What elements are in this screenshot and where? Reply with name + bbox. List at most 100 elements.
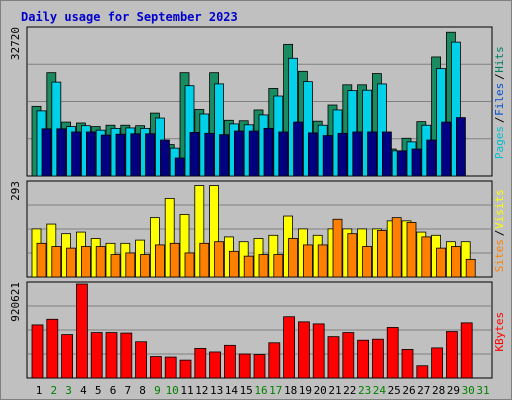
ymax-label-top: 32720 [9, 27, 22, 60]
x-tick-label-4: 4 [80, 384, 87, 397]
x-tick-label-9: 9 [154, 384, 161, 397]
x-tick-label-7: 7 [124, 384, 131, 397]
bar-pages-day-19 [307, 132, 318, 177]
bar-pages-day-22 [352, 131, 363, 177]
bar-kbytes-day-20 [312, 323, 325, 379]
x-tick-label-23: 23 [358, 384, 371, 397]
x-tick-label-6: 6 [110, 384, 117, 397]
bar-sites-day-18 [288, 238, 299, 278]
bar-kbytes-day-18 [283, 316, 296, 379]
x-tick-label-30: 30 [462, 384, 475, 397]
bar-sites-day-29 [450, 246, 461, 278]
bar-kbytes-day-3 [61, 334, 73, 379]
bar-kbytes-day-2 [46, 318, 59, 379]
bar-pages-day-5 [100, 134, 111, 177]
legend-kbytes: KBytes [493, 312, 506, 352]
legend-sites: Sites [493, 239, 506, 272]
bar-kbytes-day-5 [90, 332, 103, 379]
bar-sites-day-2 [51, 246, 62, 278]
x-tick-label-26: 26 [402, 384, 415, 397]
legend-separator-top-2: / [493, 73, 506, 80]
bar-kbytes-day-6 [105, 332, 118, 379]
legend-pages: Pages [493, 126, 506, 159]
bar-sites-day-7 [125, 252, 136, 278]
bar-sites-day-23 [362, 246, 373, 278]
bar-visits-day-11 [179, 214, 190, 278]
ymax-label-bottom: 920621 [9, 282, 22, 322]
bar-pages-day-13 [219, 134, 230, 177]
bar-pages-day-25 [396, 150, 407, 177]
x-tick-label-13: 13 [210, 384, 223, 397]
x-tick-label-14: 14 [225, 384, 239, 397]
x-tick-label-15: 15 [240, 384, 253, 397]
bar-kbytes-day-10 [164, 356, 177, 379]
bar-sites-day-1 [36, 242, 47, 278]
bar-kbytes-day-22 [342, 332, 355, 379]
x-tick-label-29: 29 [447, 384, 460, 397]
bar-kbytes-day-23 [357, 339, 370, 379]
x-tick-label-3: 3 [65, 384, 72, 397]
bar-kbytes-day-24 [371, 338, 384, 379]
bar-kbytes-day-27 [416, 365, 429, 379]
x-tick-label-28: 28 [432, 384, 445, 397]
bar-pages-day-3 [71, 131, 81, 177]
bar-files-day-19 [302, 81, 313, 177]
bar-kbytes-day-12 [194, 347, 207, 379]
bar-kbytes-day-28 [431, 347, 444, 379]
bar-sites-day-11 [184, 252, 195, 278]
bar-pages-day-17 [278, 131, 289, 177]
bar-sites-day-27 [421, 236, 432, 278]
bar-pages-day-16 [263, 127, 274, 177]
bar-sites-day-16 [258, 254, 269, 278]
bar-kbytes-day-7 [120, 332, 133, 379]
bar-pages-day-14 [233, 130, 244, 177]
bar-files-day-18 [288, 57, 299, 177]
bar-kbytes-day-21 [327, 336, 340, 379]
bar-visits-day-10 [164, 197, 175, 278]
bar-pages-day-21 [337, 132, 348, 177]
bar-pages-day-28 [441, 121, 452, 177]
bar-sites-day-20 [317, 244, 328, 278]
bar-sites-day-24 [376, 230, 387, 278]
bar-pages-day-27 [426, 139, 437, 177]
bar-sites-day-28 [436, 247, 447, 278]
bar-sites-day-10 [169, 242, 180, 278]
bar-sites-day-3 [66, 247, 76, 278]
bar-sites-day-6 [110, 254, 121, 278]
bar-pages-day-10 [174, 157, 185, 177]
bar-kbytes-day-15 [238, 353, 251, 379]
legend-separator-middle-1: / [493, 230, 506, 237]
legend-hits: Hits [493, 46, 506, 73]
bar-pages-day-7 [130, 133, 141, 177]
bar-kbytes-day-1 [31, 324, 44, 379]
bar-sites-day-9 [154, 244, 165, 278]
bar-pages-day-2 [56, 128, 67, 177]
x-tick-label-5: 5 [95, 384, 102, 397]
bar-kbytes-day-4 [76, 283, 88, 379]
legend-visits: Visits [493, 189, 506, 229]
bar-files-day-29 [450, 41, 461, 177]
bar-sites-day-14 [228, 250, 239, 278]
bar-pages-day-11 [189, 132, 200, 177]
bar-sites-day-13 [214, 241, 225, 278]
x-tick-label-12: 12 [195, 384, 208, 397]
x-tick-label-24: 24 [373, 384, 387, 397]
x-tick-label-1: 1 [36, 384, 43, 397]
x-tick-label-21: 21 [328, 384, 341, 397]
bar-sites-day-22 [347, 233, 358, 278]
x-tick-label-17: 17 [269, 384, 282, 397]
bar-sites-day-4 [81, 246, 91, 278]
bar-pages-day-8 [145, 133, 156, 177]
bar-pages-day-26 [411, 148, 422, 177]
page-title: Daily usage for September 2023 [21, 10, 238, 24]
bar-sites-day-21 [332, 218, 343, 278]
bar-pages-day-20 [322, 135, 333, 177]
x-tick-label-22: 22 [343, 384, 356, 397]
bar-pages-day-4 [86, 131, 96, 177]
bar-visits-day-13 [209, 185, 220, 278]
x-tick-label-16: 16 [254, 384, 267, 397]
bar-files-day-13 [214, 83, 225, 177]
x-tick-label-27: 27 [417, 384, 430, 397]
